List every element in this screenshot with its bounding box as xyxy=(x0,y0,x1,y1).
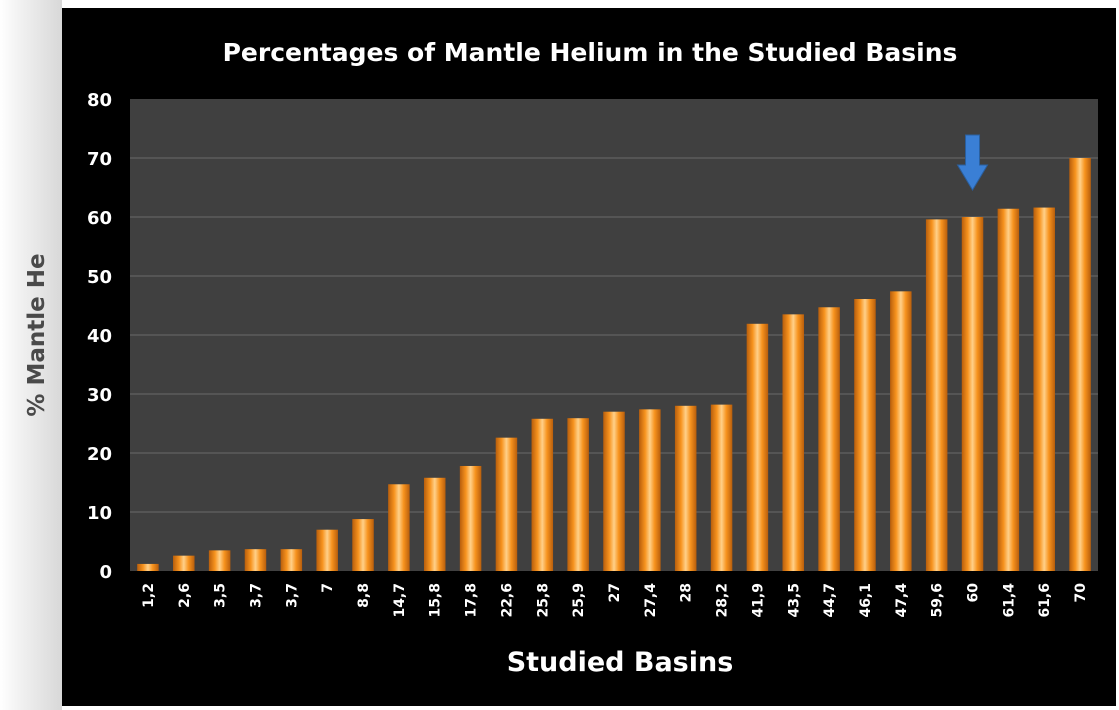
y-tick-label: 40 xyxy=(87,326,112,347)
bar xyxy=(316,529,338,571)
bar xyxy=(782,314,805,571)
bar xyxy=(352,519,374,571)
y-tick-label: 80 xyxy=(87,90,112,111)
x-tick-label: 25,8 xyxy=(535,583,551,618)
x-tick-label: 44,7 xyxy=(822,583,838,618)
x-tick-label: 17,8 xyxy=(464,583,480,618)
bar xyxy=(531,418,554,571)
bar xyxy=(710,404,733,571)
x-tick-label: 41,9 xyxy=(750,583,766,618)
bar xyxy=(495,437,518,571)
y-tick-labels: 0 10 20 30 40 50 60 70 80 xyxy=(87,90,112,583)
x-tick-label: 61,6 xyxy=(1037,583,1053,618)
bar xyxy=(961,217,984,571)
bar xyxy=(890,291,912,571)
highlight-arrow-icon xyxy=(956,134,989,191)
x-tick-label: 8,8 xyxy=(356,583,372,608)
y-tick-label: 70 xyxy=(87,149,112,170)
bar xyxy=(674,405,697,571)
chart-title: Percentages of Mantle Helium in the Stud… xyxy=(223,38,958,67)
x-tick-label: 28,2 xyxy=(715,583,731,618)
y-tick-label: 50 xyxy=(87,267,112,288)
bar xyxy=(567,418,589,571)
bar xyxy=(137,563,159,571)
x-tick-label: 70 xyxy=(1073,583,1089,603)
bar xyxy=(1033,207,1055,571)
bar xyxy=(746,323,769,571)
bar xyxy=(1069,158,1091,571)
x-tick-label: 27,4 xyxy=(643,583,659,618)
x-tick-label: 1,2 xyxy=(141,583,157,608)
y-tick-label: 10 xyxy=(87,503,112,524)
bar xyxy=(639,409,661,571)
bar xyxy=(280,549,303,571)
y-tick-label: 30 xyxy=(87,385,112,406)
x-tick-label: 28 xyxy=(679,583,695,602)
x-tick-label: 43,5 xyxy=(786,583,802,618)
x-tick-label: 3,5 xyxy=(213,583,229,608)
x-tick-label: 2,6 xyxy=(177,583,193,608)
bar xyxy=(603,411,625,571)
x-tick-label: 27 xyxy=(607,583,623,602)
bar xyxy=(423,477,446,571)
x-tick-label: 3,7 xyxy=(284,583,300,608)
x-tick-label: 22,6 xyxy=(499,583,515,618)
x-tick-label: 7 xyxy=(320,583,336,593)
y-axis-label: % Mantle He xyxy=(24,253,50,416)
bar xyxy=(818,307,840,571)
x-tick-label: 60 xyxy=(966,583,982,603)
y-tick-label: 60 xyxy=(87,208,112,229)
bar xyxy=(854,299,876,571)
bar xyxy=(173,555,195,571)
bar xyxy=(388,484,410,571)
x-tick-label: 3,7 xyxy=(248,583,264,608)
bar xyxy=(925,219,948,572)
left-background-strip xyxy=(0,0,62,710)
x-tick-label: 59,6 xyxy=(930,583,946,618)
bar xyxy=(244,549,267,571)
x-tick-label: 47,4 xyxy=(894,583,910,618)
x-tick-labels: 1,2 2,6 3,5 3,7 3,7 7 8,8 14,7 15,8 17,8 22,6 25,8 2… xyxy=(141,583,1089,618)
x-tick-label: 61,4 xyxy=(1001,583,1017,618)
y-tick-label: 0 xyxy=(99,562,112,583)
bar xyxy=(208,550,231,571)
x-tick-label: 14,7 xyxy=(392,583,408,618)
x-tick-label: 25,9 xyxy=(571,583,587,618)
x-axis-label: Studied Basins xyxy=(507,647,734,678)
bar xyxy=(997,208,1020,572)
bars xyxy=(137,158,1091,572)
y-tick-label: 20 xyxy=(87,444,112,465)
x-tick-label: 15,8 xyxy=(428,583,444,618)
bar xyxy=(459,465,482,571)
x-tick-label: 46,1 xyxy=(858,583,874,618)
